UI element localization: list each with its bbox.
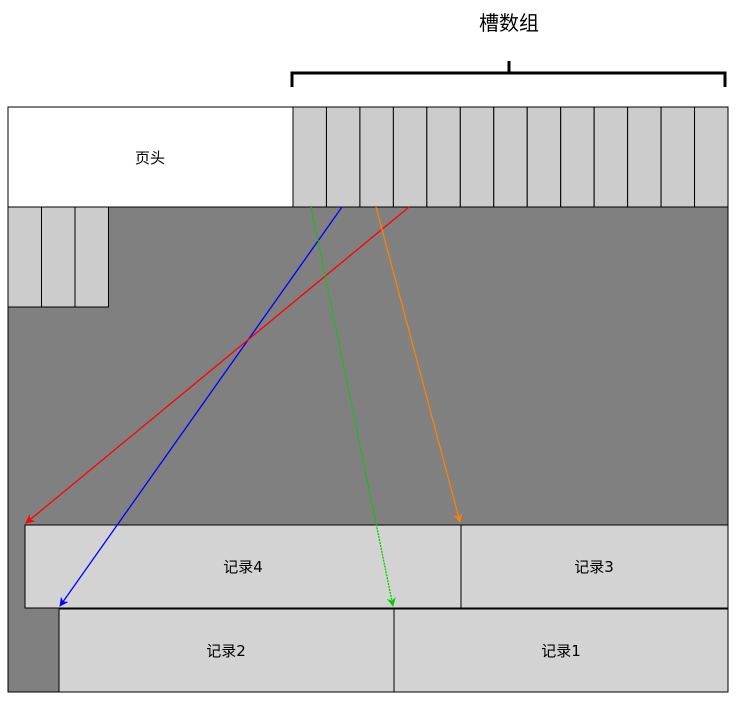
slot-cell — [292, 106, 327, 208]
record-3-box: 记录3 — [460, 524, 729, 609]
record-3-label: 记录3 — [574, 558, 614, 576]
record-1-box: 记录1 — [393, 608, 729, 693]
arrow-slot-to-record-2 — [59, 206, 343, 607]
record-4-label: 记录4 — [223, 558, 263, 576]
slot-cell — [694, 106, 729, 208]
free-slot-cell — [74, 206, 109, 308]
free-slot-group — [7, 206, 109, 308]
free-slot-cell — [41, 206, 76, 308]
slot-array-bracket — [290, 61, 727, 87]
slot-cell — [493, 106, 528, 208]
arrow-slot-to-record-1 — [310, 206, 396, 607]
slot-cell — [526, 106, 562, 208]
page-header-label: 页头 — [135, 149, 165, 167]
slot-cell — [426, 106, 461, 208]
record-2-box: 记录2 — [58, 608, 395, 693]
page-header — [7, 106, 294, 208]
slot-cell — [325, 106, 361, 208]
slot-array-title: 槽数组 — [479, 11, 539, 35]
slot-cell — [359, 106, 394, 208]
record-2-label: 记录2 — [206, 642, 246, 660]
slot-cell — [593, 106, 629, 208]
record-4-box: 记录4 — [24, 524, 462, 609]
slot-cell — [392, 106, 428, 208]
slot-array — [292, 106, 729, 208]
slot-cell — [459, 106, 495, 208]
slot-cell — [660, 106, 696, 208]
slot-cell — [560, 106, 595, 208]
slot-cell — [627, 106, 662, 208]
record-1-label: 记录1 — [541, 642, 581, 660]
arrow-slot-to-record-4 — [25, 206, 410, 524]
free-slot-cell — [7, 206, 42, 308]
arrow-slot-to-record-3 — [375, 206, 463, 523]
